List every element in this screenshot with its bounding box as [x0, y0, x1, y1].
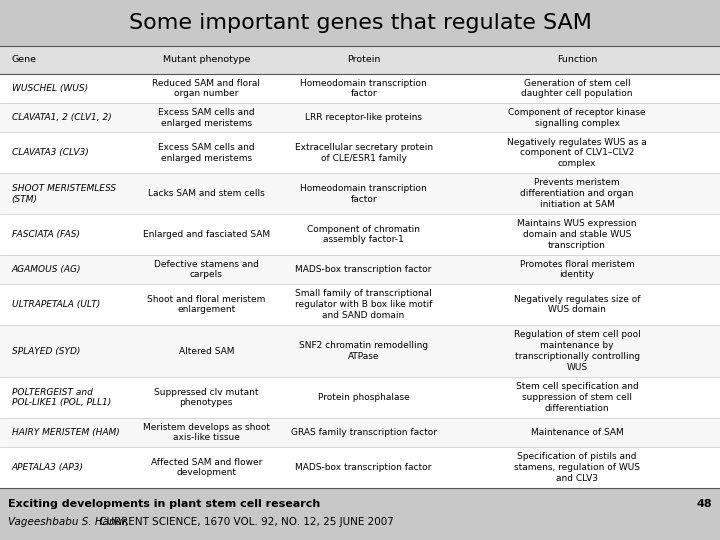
- Text: WUSCHEL (WUS): WUSCHEL (WUS): [12, 84, 88, 93]
- Text: MADS-box transcription factor: MADS-box transcription factor: [295, 265, 432, 274]
- Text: Small family of transcriptional
regulator with B box like motif
and SAND domain: Small family of transcriptional regulato…: [295, 289, 432, 320]
- Text: SPLAYED (SYD): SPLAYED (SYD): [12, 347, 80, 355]
- Text: Component of chromatin
assembly factor-1: Component of chromatin assembly factor-1: [307, 225, 420, 244]
- Text: GRAS family transcription factor: GRAS family transcription factor: [291, 428, 436, 437]
- Text: Lacks SAM and stem cells: Lacks SAM and stem cells: [148, 189, 265, 198]
- Text: CURRENT SCIENCE, 1670 VOL. 92, NO. 12, 25 JUNE 2007: CURRENT SCIENCE, 1670 VOL. 92, NO. 12, 2…: [96, 517, 394, 527]
- Text: Excess SAM cells and
enlarged meristems: Excess SAM cells and enlarged meristems: [158, 108, 255, 128]
- Text: Generation of stem cell
daughter cell population: Generation of stem cell daughter cell po…: [521, 79, 633, 98]
- Bar: [0, 0, 720, 46]
- Text: Protein: Protein: [347, 56, 380, 64]
- Text: Maintains WUS expression
domain and stable WUS
transcription: Maintains WUS expression domain and stab…: [518, 219, 636, 249]
- Text: Some important genes that regulate SAM: Some important genes that regulate SAM: [129, 13, 591, 33]
- Text: Shoot and floral meristem
enlargement: Shoot and floral meristem enlargement: [147, 294, 266, 314]
- Text: SHOOT MERISTEMLESS
(STM): SHOOT MERISTEMLESS (STM): [12, 184, 116, 204]
- Text: Suppressed clv mutant
phenotypes: Suppressed clv mutant phenotypes: [154, 388, 258, 408]
- Text: SNF2 chromatin remodelling
ATPase: SNF2 chromatin remodelling ATPase: [299, 341, 428, 361]
- Text: Homeodomain transcription
factor: Homeodomain transcription factor: [300, 79, 427, 98]
- Text: Excess SAM cells and
enlarged meristems: Excess SAM cells and enlarged meristems: [158, 143, 255, 163]
- Text: HAIRY MERISTEM (HAM): HAIRY MERISTEM (HAM): [12, 428, 120, 437]
- Bar: [0, 447, 720, 488]
- Text: Gene: Gene: [12, 56, 37, 64]
- Text: Negatively regulates size of
WUS domain: Negatively regulates size of WUS domain: [514, 294, 640, 314]
- Bar: [0, 418, 720, 447]
- Text: 48: 48: [696, 499, 712, 509]
- Text: Specification of pistils and
stamens, regulation of WUS
and CLV3: Specification of pistils and stamens, re…: [514, 453, 640, 483]
- Text: Exciting developments in plant stem cell research: Exciting developments in plant stem cell…: [8, 499, 320, 509]
- Text: Protein phosphalase: Protein phosphalase: [318, 393, 410, 402]
- Bar: [0, 132, 720, 173]
- Text: Reduced SAM and floral
organ number: Reduced SAM and floral organ number: [153, 79, 261, 98]
- Text: Enlarged and fasciated SAM: Enlarged and fasciated SAM: [143, 230, 270, 239]
- Text: POLTERGEIST and
POL-LIKE1 (POL, PLL1): POLTERGEIST and POL-LIKE1 (POL, PLL1): [12, 388, 111, 408]
- Text: LRR receptor-like proteins: LRR receptor-like proteins: [305, 113, 422, 123]
- Text: Stem cell specification and
suppression of stem cell
differentiation: Stem cell specification and suppression …: [516, 382, 639, 413]
- Text: Component of receptor kinase
signalling complex: Component of receptor kinase signalling …: [508, 108, 646, 128]
- Bar: [0, 46, 720, 488]
- Bar: [0, 488, 720, 540]
- Bar: [0, 74, 720, 103]
- Text: MADS-box transcription factor: MADS-box transcription factor: [295, 463, 432, 472]
- Text: Extracellular secretary protein
of CLE/ESR1 family: Extracellular secretary protein of CLE/E…: [294, 143, 433, 163]
- Text: CLAVATA3 (CLV3): CLAVATA3 (CLV3): [12, 148, 89, 157]
- Text: CLAVATA1, 2 (CLV1, 2): CLAVATA1, 2 (CLV1, 2): [12, 113, 112, 123]
- Text: APETALA3 (AP3): APETALA3 (AP3): [12, 463, 84, 472]
- Text: FASCIATA (FAS): FASCIATA (FAS): [12, 230, 80, 239]
- Text: Promotes floral meristem
identity: Promotes floral meristem identity: [520, 260, 634, 279]
- Text: Altered SAM: Altered SAM: [179, 347, 234, 355]
- Text: AGAMOUS (AG): AGAMOUS (AG): [12, 265, 81, 274]
- Text: Negatively regulates WUS as a
component of CLV1–CLV2
complex: Negatively regulates WUS as a component …: [507, 138, 647, 168]
- Text: Affected SAM and flower
development: Affected SAM and flower development: [150, 458, 262, 477]
- Bar: [0, 325, 720, 377]
- Bar: [0, 46, 720, 74]
- Bar: [0, 284, 720, 325]
- Bar: [0, 173, 720, 214]
- Text: Homeodomain transcription
factor: Homeodomain transcription factor: [300, 184, 427, 204]
- Text: Regulation of stem cell pool
maintenance by
transcriptionally controlling
WUS: Regulation of stem cell pool maintenance…: [513, 330, 641, 372]
- Bar: [0, 255, 720, 284]
- Text: Vageeshbabu S. Hanur,: Vageeshbabu S. Hanur,: [8, 517, 129, 527]
- Text: ULTRAPETALA (ULT): ULTRAPETALA (ULT): [12, 300, 100, 309]
- Bar: [0, 103, 720, 132]
- Text: Prevents meristem
differentiation and organ
initiation at SAM: Prevents meristem differentiation and or…: [521, 178, 634, 209]
- Bar: [0, 377, 720, 418]
- Text: Defective stamens and
carpels: Defective stamens and carpels: [154, 260, 258, 279]
- Text: Mutant phenotype: Mutant phenotype: [163, 56, 250, 64]
- Text: Function: Function: [557, 56, 597, 64]
- Bar: [0, 214, 720, 255]
- Text: Meristem develops as shoot
axis-like tissue: Meristem develops as shoot axis-like tis…: [143, 423, 270, 442]
- Text: Maintenance of SAM: Maintenance of SAM: [531, 428, 624, 437]
